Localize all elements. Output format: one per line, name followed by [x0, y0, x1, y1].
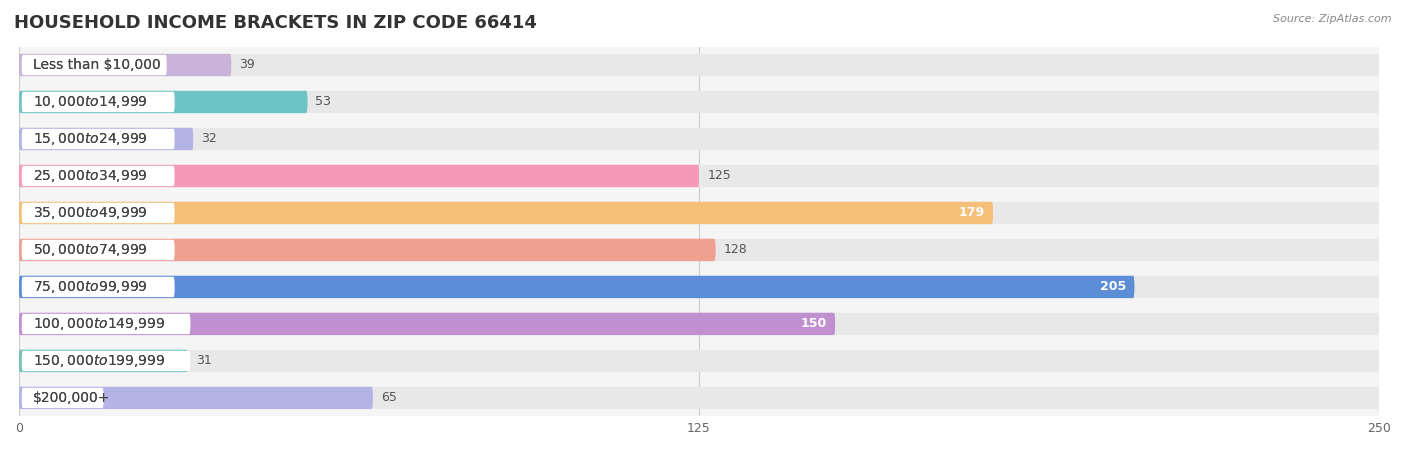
FancyBboxPatch shape — [21, 129, 174, 149]
FancyBboxPatch shape — [21, 351, 190, 371]
FancyBboxPatch shape — [20, 46, 1379, 84]
FancyBboxPatch shape — [20, 91, 1379, 113]
Text: $35,000 to $49,999: $35,000 to $49,999 — [32, 205, 148, 221]
Text: Source: ZipAtlas.com: Source: ZipAtlas.com — [1274, 14, 1392, 23]
FancyBboxPatch shape — [20, 350, 187, 372]
FancyBboxPatch shape — [20, 387, 373, 409]
Text: 32: 32 — [201, 132, 217, 145]
Text: $50,000 to $74,999: $50,000 to $74,999 — [32, 242, 148, 258]
Text: $75,000 to $99,999: $75,000 to $99,999 — [32, 279, 148, 295]
FancyBboxPatch shape — [20, 128, 193, 150]
Text: 205: 205 — [1099, 280, 1126, 293]
FancyBboxPatch shape — [20, 165, 699, 187]
FancyBboxPatch shape — [20, 202, 993, 224]
Text: $25,000 to $34,999: $25,000 to $34,999 — [32, 168, 148, 184]
FancyBboxPatch shape — [20, 54, 1379, 76]
FancyBboxPatch shape — [20, 202, 993, 224]
FancyBboxPatch shape — [20, 194, 1379, 231]
Text: 179: 179 — [959, 207, 984, 220]
Text: 150: 150 — [800, 317, 827, 330]
Text: HOUSEHOLD INCOME BRACKETS IN ZIP CODE 66414: HOUSEHOLD INCOME BRACKETS IN ZIP CODE 66… — [14, 14, 537, 32]
FancyBboxPatch shape — [20, 54, 231, 76]
FancyBboxPatch shape — [21, 314, 190, 334]
FancyBboxPatch shape — [20, 128, 193, 150]
Text: 53: 53 — [315, 95, 332, 108]
FancyBboxPatch shape — [20, 239, 716, 261]
Text: $200,000+: $200,000+ — [32, 391, 110, 405]
FancyBboxPatch shape — [20, 276, 1135, 298]
FancyBboxPatch shape — [20, 387, 373, 409]
Text: $75,000 to $99,999: $75,000 to $99,999 — [32, 279, 148, 295]
Text: $10,000 to $14,999: $10,000 to $14,999 — [32, 94, 148, 110]
FancyBboxPatch shape — [21, 277, 174, 297]
FancyBboxPatch shape — [20, 239, 716, 261]
FancyBboxPatch shape — [20, 165, 1379, 187]
Text: $15,000 to $24,999: $15,000 to $24,999 — [32, 131, 148, 147]
FancyBboxPatch shape — [20, 276, 1135, 298]
FancyBboxPatch shape — [20, 387, 1379, 409]
FancyBboxPatch shape — [21, 166, 174, 186]
FancyBboxPatch shape — [21, 92, 174, 112]
Text: $100,000 to $149,999: $100,000 to $149,999 — [32, 316, 165, 332]
FancyBboxPatch shape — [20, 84, 1379, 121]
Text: 31: 31 — [195, 355, 211, 368]
FancyBboxPatch shape — [20, 313, 835, 335]
FancyBboxPatch shape — [20, 306, 1379, 342]
FancyBboxPatch shape — [20, 350, 187, 372]
Text: 65: 65 — [381, 392, 396, 405]
Text: $15,000 to $24,999: $15,000 to $24,999 — [32, 131, 148, 147]
Text: $150,000 to $199,999: $150,000 to $199,999 — [32, 353, 165, 369]
FancyBboxPatch shape — [20, 202, 1379, 224]
Text: $35,000 to $49,999: $35,000 to $49,999 — [32, 205, 148, 221]
FancyBboxPatch shape — [20, 276, 1379, 298]
Text: $50,000 to $74,999: $50,000 to $74,999 — [32, 242, 148, 258]
FancyBboxPatch shape — [20, 313, 1379, 335]
Text: $100,000 to $149,999: $100,000 to $149,999 — [32, 316, 165, 332]
FancyBboxPatch shape — [20, 269, 1379, 306]
FancyBboxPatch shape — [20, 231, 1379, 269]
FancyBboxPatch shape — [20, 379, 1379, 416]
Text: Less than $10,000: Less than $10,000 — [32, 58, 160, 72]
Text: $200,000+: $200,000+ — [32, 391, 110, 405]
FancyBboxPatch shape — [20, 165, 699, 187]
FancyBboxPatch shape — [20, 54, 231, 76]
FancyBboxPatch shape — [20, 128, 1379, 150]
FancyBboxPatch shape — [20, 91, 308, 113]
Text: $150,000 to $199,999: $150,000 to $199,999 — [32, 353, 165, 369]
Text: $10,000 to $14,999: $10,000 to $14,999 — [32, 94, 148, 110]
FancyBboxPatch shape — [20, 91, 308, 113]
FancyBboxPatch shape — [21, 240, 174, 260]
FancyBboxPatch shape — [20, 121, 1379, 158]
FancyBboxPatch shape — [20, 158, 1379, 194]
Text: 125: 125 — [707, 170, 731, 183]
FancyBboxPatch shape — [21, 388, 104, 408]
Text: $25,000 to $34,999: $25,000 to $34,999 — [32, 168, 148, 184]
Text: 39: 39 — [239, 58, 254, 72]
Text: 128: 128 — [724, 243, 747, 256]
FancyBboxPatch shape — [21, 55, 167, 75]
FancyBboxPatch shape — [20, 350, 1379, 372]
FancyBboxPatch shape — [20, 342, 1379, 379]
FancyBboxPatch shape — [21, 203, 174, 223]
FancyBboxPatch shape — [20, 239, 1379, 261]
FancyBboxPatch shape — [20, 313, 835, 335]
Text: Less than $10,000: Less than $10,000 — [32, 58, 160, 72]
